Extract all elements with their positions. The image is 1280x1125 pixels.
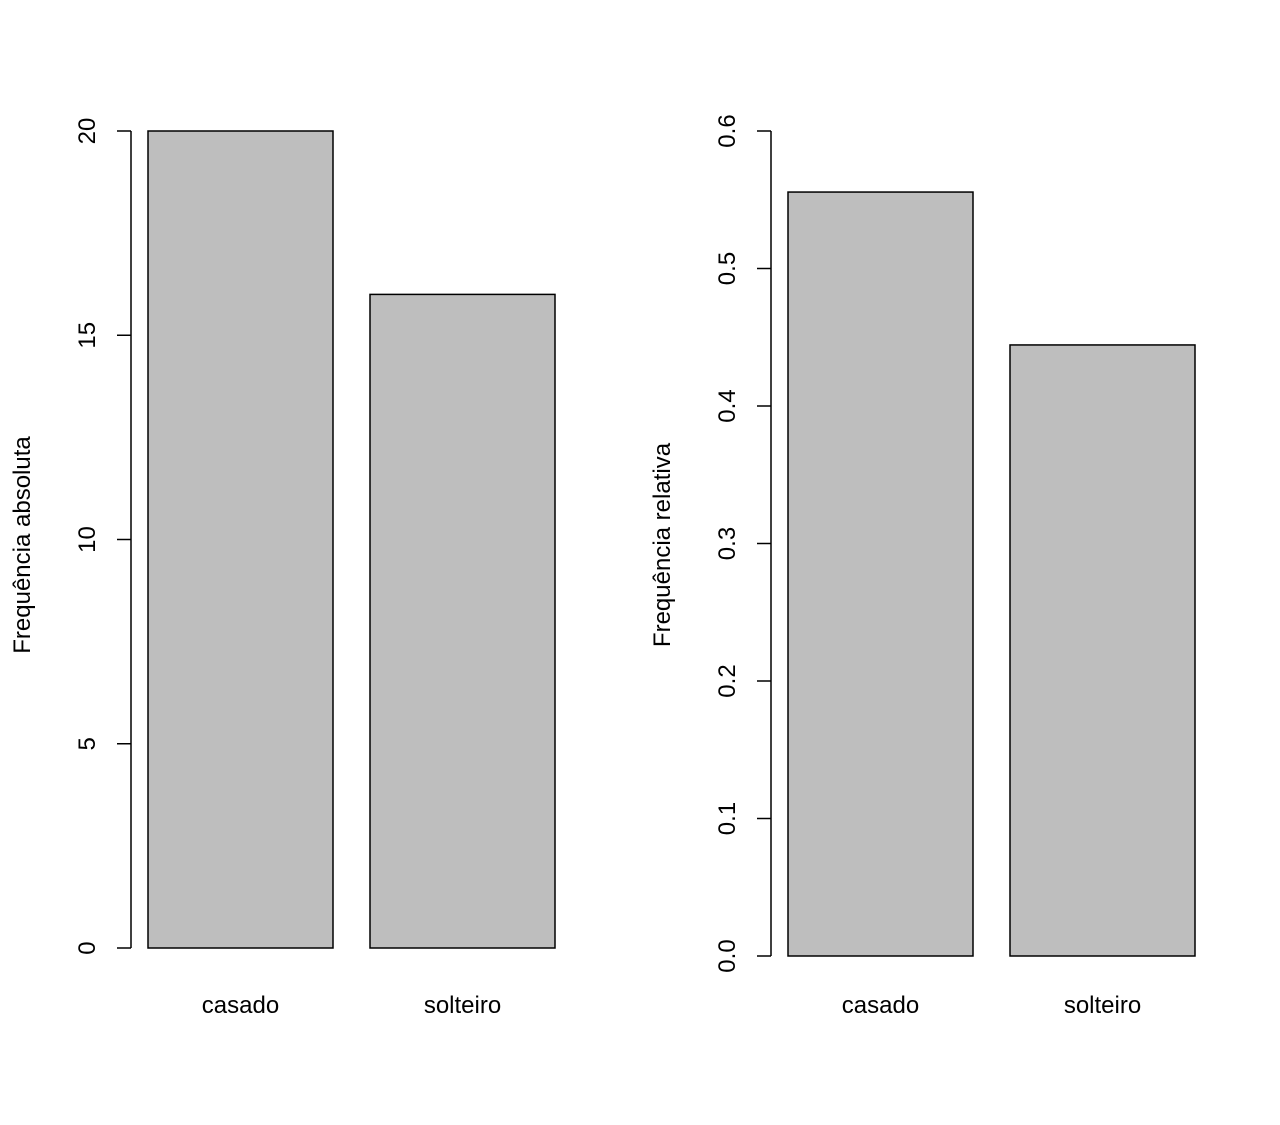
relative-frequency-panel: 0.0 0.1 0.2 0.3 0.4 0.5 0.6 casado solteiro Frequ…: [649, 114, 1196, 1019]
bar-solteiro: [369, 293, 556, 949]
y-axis-title: Frequência relativa: [649, 442, 676, 647]
y-tick-label: 0.2: [714, 664, 741, 697]
bar-casado: [787, 191, 974, 957]
y-tick-label: 0.5: [714, 252, 741, 285]
y-tick-label: 0: [74, 941, 101, 954]
y-tick-label: 0.3: [714, 527, 741, 560]
absolute-frequency-panel: 0 5 10 15 20 casado solteiro Frequência absolut…: [9, 118, 556, 1019]
y-axis-title: Frequência absoluta: [9, 436, 36, 654]
bar-solteiro: [1009, 344, 1196, 957]
y-tick-label: 10: [74, 526, 101, 553]
y-tick-label: 0.6: [714, 114, 741, 147]
y-tick-label: 5: [74, 737, 101, 750]
category-label-casado: casado: [202, 992, 279, 1019]
y-tick-label: 0.0: [714, 939, 741, 972]
y-tick-label: 20: [74, 118, 101, 145]
y-tick-label: 15: [74, 322, 101, 349]
category-label-solteiro: solteiro: [1064, 992, 1141, 1019]
bar-casado: [147, 130, 334, 949]
category-label-casado: casado: [842, 992, 919, 1019]
y-tick-label: 0.1: [714, 802, 741, 835]
y-tick-label: 0.4: [714, 389, 741, 422]
category-label-solteiro: solteiro: [424, 992, 501, 1019]
